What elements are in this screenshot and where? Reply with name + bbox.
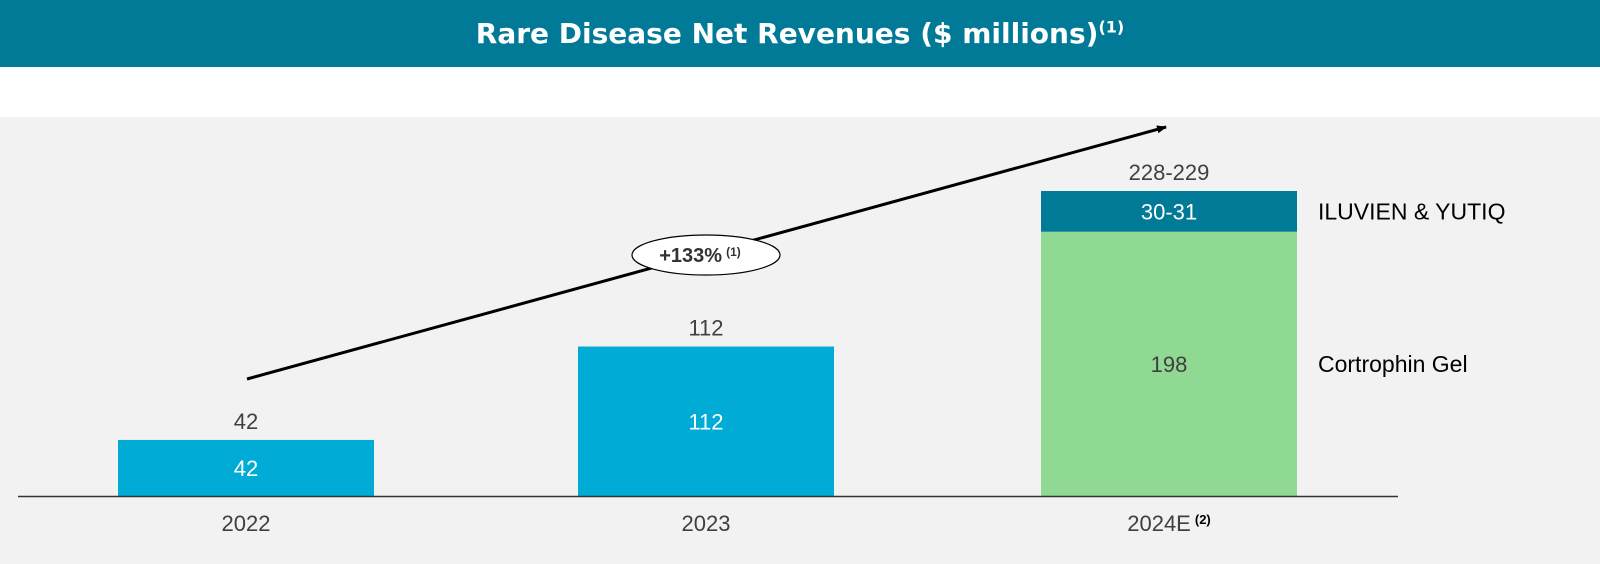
bar-2023 bbox=[578, 346, 834, 496]
banner-title: Rare Disease Net Revenues ($ millions)(1… bbox=[476, 17, 1124, 50]
growth-callout bbox=[631, 234, 781, 276]
x-tick-2023: 2023 bbox=[682, 511, 731, 536]
title-text: Rare Disease Net Revenues ($ millions) bbox=[475, 17, 1099, 50]
bar-2024e-iluvien-yutiq bbox=[1041, 191, 1297, 232]
growth-label: +133% (1) bbox=[659, 245, 741, 267]
series-label-cortrophin-gel: Cortrophin Gel bbox=[1318, 351, 1468, 377]
data-label-2024e-iluvien-yutiq: 30-31 bbox=[1141, 199, 1197, 224]
x-tick-2022: 2022 bbox=[222, 511, 271, 536]
title-footnote: (1) bbox=[1098, 17, 1125, 37]
data-label-2024e-cortrophin-gel: 198 bbox=[1151, 352, 1188, 377]
total-label-2023: 112 bbox=[688, 316, 723, 341]
total-label-2024e: 228-229 bbox=[1129, 160, 1210, 185]
data-label-2022: 42 bbox=[234, 456, 258, 481]
growth-footnote: (1) bbox=[726, 245, 741, 259]
title-banner: Rare Disease Net Revenues ($ millions)(1… bbox=[0, 0, 1600, 67]
bar-2022 bbox=[118, 439, 374, 496]
total-label-2022: 42 bbox=[234, 409, 258, 434]
growth-text: +133% bbox=[659, 245, 722, 267]
bar-2024e-cortrophin-gel bbox=[1041, 231, 1297, 496]
series-label-iluvien-yutiq: ILUVIEN & YUTIQ bbox=[1318, 198, 1505, 224]
labels-layer: 42 112 198 30-31 42 2022 112 2023 228-229 2024E (2… bbox=[222, 160, 1506, 536]
bars-layer bbox=[118, 191, 1297, 496]
data-label-2023: 112 bbox=[688, 409, 723, 434]
x-tick-2024e: 2024E (2) bbox=[1127, 511, 1211, 536]
